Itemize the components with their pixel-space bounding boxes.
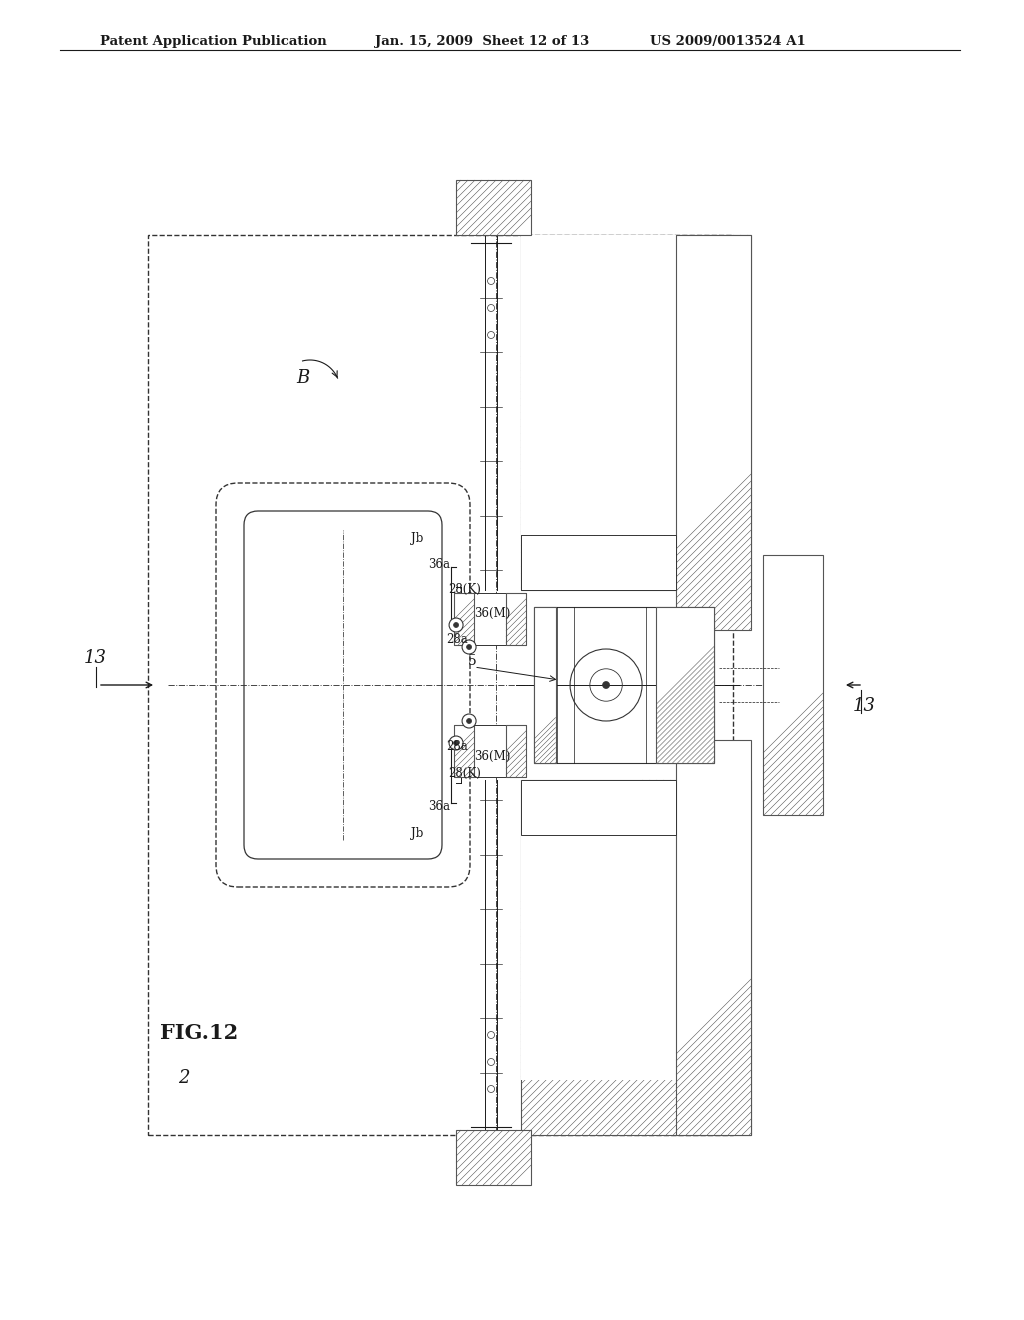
Circle shape xyxy=(450,618,463,632)
Circle shape xyxy=(462,714,476,729)
Text: 2: 2 xyxy=(178,1069,189,1086)
Text: 28a: 28a xyxy=(446,741,468,752)
Text: 13: 13 xyxy=(853,697,876,715)
Text: Patent Application Publication: Patent Application Publication xyxy=(100,36,327,48)
Text: Jan. 15, 2009  Sheet 12 of 13: Jan. 15, 2009 Sheet 12 of 13 xyxy=(375,36,589,48)
Bar xyxy=(454,593,526,645)
Circle shape xyxy=(487,331,495,338)
Bar xyxy=(521,535,676,590)
Bar xyxy=(656,607,714,763)
Bar xyxy=(148,235,733,1135)
Text: 5: 5 xyxy=(468,653,477,668)
Bar xyxy=(454,725,474,777)
Bar xyxy=(456,1130,531,1185)
Bar xyxy=(521,780,751,1135)
Bar xyxy=(535,607,714,763)
Circle shape xyxy=(450,737,463,750)
Text: US 2009/0013524 A1: US 2009/0013524 A1 xyxy=(650,36,806,48)
Text: 36a: 36a xyxy=(428,558,451,572)
Text: 13: 13 xyxy=(84,649,106,667)
Bar xyxy=(535,607,556,763)
Circle shape xyxy=(462,640,476,653)
Bar xyxy=(521,235,676,535)
Circle shape xyxy=(487,1031,495,1039)
Circle shape xyxy=(487,277,495,285)
Text: FIG.12: FIG.12 xyxy=(160,1023,239,1043)
Bar xyxy=(521,780,676,836)
Circle shape xyxy=(487,305,495,312)
Circle shape xyxy=(454,741,459,746)
Text: 28(K): 28(K) xyxy=(449,767,481,780)
Text: 36a: 36a xyxy=(428,800,451,813)
Text: Jb: Jb xyxy=(411,828,424,840)
Bar xyxy=(456,180,531,235)
Bar xyxy=(521,235,751,590)
Bar xyxy=(521,780,676,1080)
Circle shape xyxy=(467,644,472,649)
Text: 36(M): 36(M) xyxy=(474,607,510,620)
Bar xyxy=(454,725,526,777)
Bar xyxy=(454,593,474,645)
Circle shape xyxy=(602,681,609,689)
Text: 36(M): 36(M) xyxy=(474,750,510,763)
Text: B: B xyxy=(296,370,309,387)
Circle shape xyxy=(487,1085,495,1093)
Text: 28a: 28a xyxy=(446,634,468,645)
Text: Jb: Jb xyxy=(411,532,424,545)
Bar xyxy=(506,593,526,645)
Text: 28(K): 28(K) xyxy=(449,583,481,597)
Bar xyxy=(676,235,751,630)
Bar xyxy=(676,741,751,1135)
Circle shape xyxy=(454,623,459,627)
Bar xyxy=(763,554,823,814)
Bar xyxy=(506,725,526,777)
Circle shape xyxy=(467,718,472,723)
Circle shape xyxy=(487,1059,495,1065)
